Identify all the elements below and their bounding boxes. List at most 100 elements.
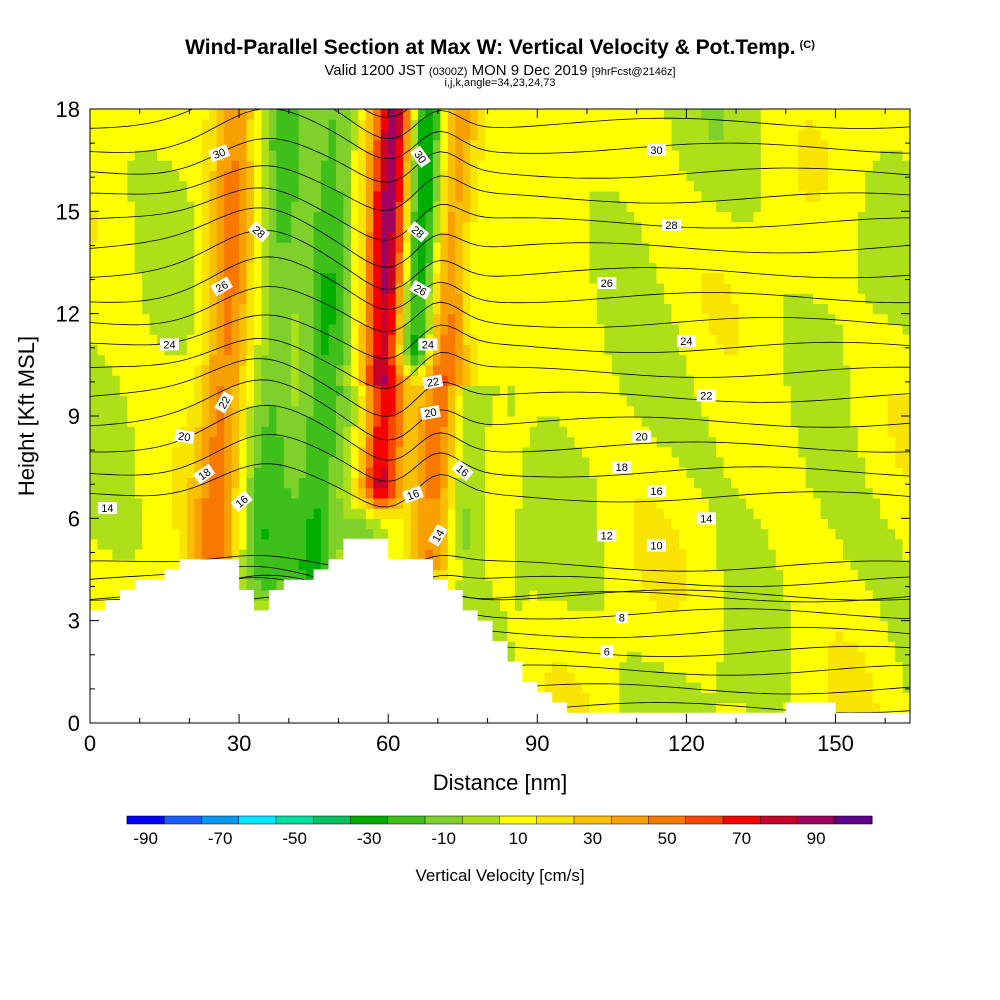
velocity-cell: [216, 129, 225, 141]
velocity-cell: [373, 385, 382, 397]
velocity-cell: [380, 149, 389, 161]
velocity-cell: [142, 508, 151, 519]
velocity-cell: [634, 682, 643, 693]
velocity-cell: [112, 436, 121, 448]
velocity-cell: [209, 426, 218, 438]
velocity-cell: [142, 354, 151, 366]
velocity-cell: [343, 242, 352, 253]
velocity-cell: [291, 456, 300, 468]
velocity-cell: [589, 180, 598, 192]
velocity-cell: [604, 129, 613, 141]
velocity-cell: [104, 119, 113, 131]
velocity-cell: [127, 160, 136, 171]
velocity-cell: [328, 497, 337, 509]
velocity-cell: [582, 671, 591, 683]
velocity-cell: [127, 190, 136, 202]
velocity-cell: [186, 119, 195, 131]
velocity-cell: [313, 313, 322, 325]
velocity-cell: [164, 323, 173, 335]
velocity-cell: [649, 293, 658, 305]
velocity-cell: [634, 354, 643, 366]
velocity-cell: [462, 579, 471, 591]
velocity-cell: [611, 426, 620, 438]
velocity-cell: [246, 242, 255, 253]
velocity-cell: [90, 282, 99, 294]
velocity-cell: [239, 180, 248, 192]
velocity-cell: [552, 201, 561, 212]
velocity-cell: [186, 149, 195, 161]
velocity-cell: [477, 242, 486, 253]
velocity-cell: [567, 692, 576, 704]
velocity-cell: [522, 395, 531, 407]
velocity-cell: [522, 334, 531, 345]
velocity-cell: [418, 549, 427, 560]
velocity-cell: [678, 364, 687, 376]
velocity-cell: [596, 600, 605, 612]
velocity-cell: [194, 436, 203, 448]
velocity-cell: [410, 272, 419, 284]
velocity-cell: [313, 211, 322, 223]
velocity-cell: [254, 344, 263, 356]
velocity-cell: [358, 456, 367, 468]
velocity-cell: [194, 109, 203, 120]
velocity-cell: [216, 508, 225, 519]
velocity-cell: [134, 221, 143, 233]
velocity-cell: [194, 231, 203, 243]
velocity-cell: [418, 293, 427, 305]
velocity-cell: [664, 682, 673, 693]
velocity-cell: [529, 262, 538, 274]
velocity-cell: [246, 313, 255, 325]
velocity-cell: [507, 426, 516, 438]
velocity-cell: [582, 272, 591, 284]
velocity-cell: [432, 242, 441, 253]
velocity-cell: [388, 293, 397, 305]
velocity-cell: [514, 579, 523, 591]
velocity-cell: [529, 610, 538, 622]
velocity-cell: [239, 375, 248, 386]
velocity-cell: [671, 375, 680, 386]
velocity-cell: [246, 456, 255, 468]
velocity-cell: [507, 180, 516, 192]
velocity-cell: [104, 109, 113, 120]
velocity-cell: [626, 692, 635, 704]
velocity-cell: [358, 129, 367, 141]
velocity-cell: [112, 303, 121, 315]
velocity-cell: [514, 641, 523, 652]
velocity-cell: [350, 180, 359, 192]
velocity-cell: [328, 436, 337, 448]
velocity-cell: [522, 446, 531, 458]
velocity-cell: [596, 119, 605, 131]
velocity-cell: [328, 313, 337, 325]
velocity-cell: [626, 272, 635, 284]
velocity-cell: [589, 487, 598, 499]
velocity-cell: [291, 242, 300, 253]
velocity-cell: [119, 109, 128, 120]
velocity-cell: [119, 129, 128, 141]
velocity-cell: [552, 508, 561, 519]
velocity-cell: [172, 467, 181, 478]
velocity-cell: [425, 293, 434, 305]
velocity-cell: [537, 282, 546, 294]
velocity-cell: [544, 180, 553, 192]
velocity-cell: [671, 180, 680, 192]
velocity-cell: [194, 211, 203, 223]
velocity-cell: [194, 385, 203, 397]
velocity-cell: [649, 344, 658, 356]
velocity-cell: [350, 221, 359, 233]
velocity-cell: [142, 303, 151, 315]
velocity-cell: [492, 477, 501, 489]
velocity-cell: [641, 671, 650, 683]
velocity-cell: [634, 109, 643, 120]
velocity-cell: [298, 180, 307, 192]
velocity-cell: [395, 160, 404, 171]
velocity-cell: [254, 129, 263, 141]
velocity-cell: [671, 569, 680, 581]
velocity-cell: [514, 293, 523, 305]
velocity-cell: [373, 528, 382, 540]
velocity-cell: [119, 119, 128, 131]
velocity-cell: [298, 446, 307, 458]
velocity-cell: [224, 528, 233, 540]
velocity-cell: [440, 518, 449, 530]
velocity-cell: [313, 487, 322, 499]
velocity-cell: [626, 487, 635, 499]
